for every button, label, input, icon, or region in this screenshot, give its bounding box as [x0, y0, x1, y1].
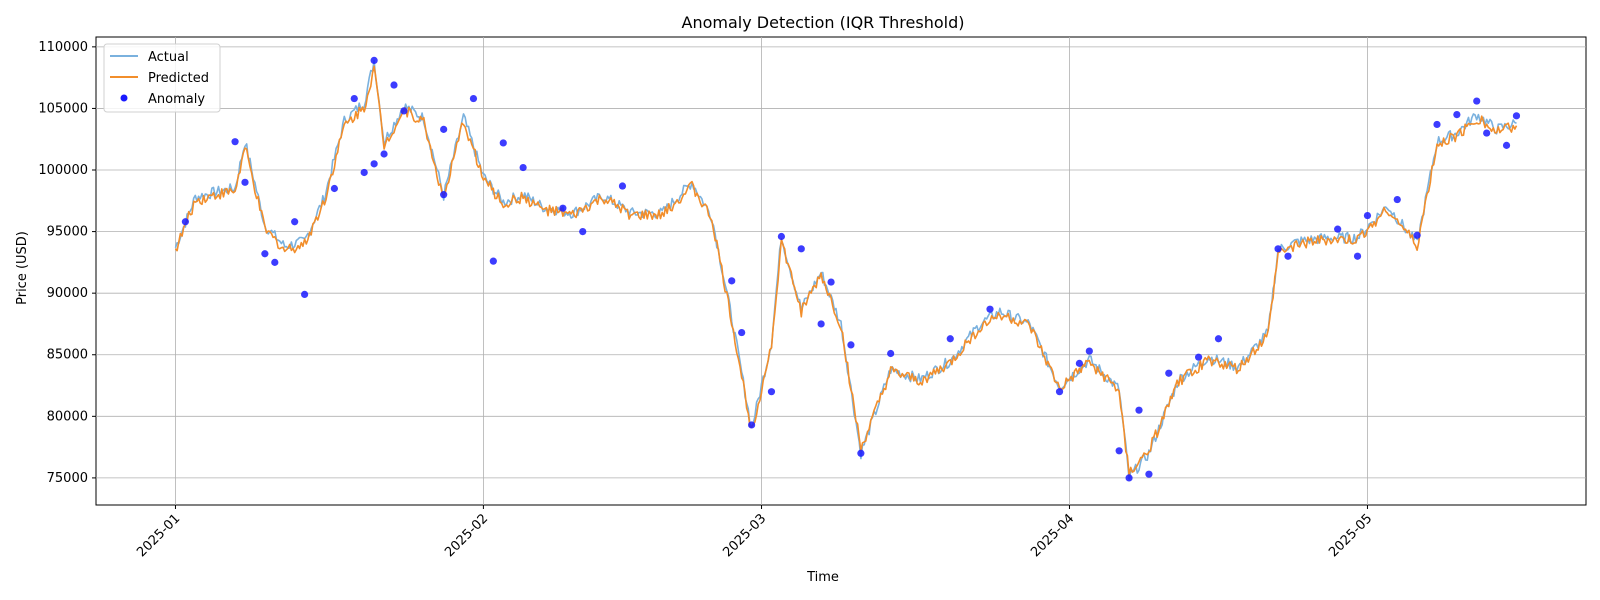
y-tick-label: 105000	[38, 101, 88, 116]
x-tick-label: 2025-03	[720, 511, 769, 560]
anomaly-point	[1502, 141, 1511, 149]
anomaly-point	[380, 150, 388, 158]
anomaly-point	[1135, 406, 1143, 414]
anomaly-point	[489, 257, 497, 265]
anomaly-point	[579, 227, 587, 236]
anomaly-point	[738, 328, 746, 337]
legend-actual-label: Actual	[148, 50, 189, 65]
anomaly-point	[857, 449, 865, 457]
anomaly-point	[777, 232, 786, 241]
anomaly-point	[1125, 474, 1133, 482]
anomaly-point	[1453, 110, 1461, 119]
chart-title: Anomaly Detection (IQR Threshold)	[682, 13, 965, 32]
legend: Actual Predicted Anomaly	[103, 43, 221, 113]
anomaly-point	[817, 320, 825, 328]
anomaly-point	[887, 349, 895, 358]
y-tick-label: 85000	[47, 348, 88, 363]
anomaly-point	[499, 139, 507, 147]
anomaly-point	[440, 125, 448, 133]
anomaly-point	[767, 388, 776, 396]
anomaly-point	[1055, 388, 1064, 396]
anomaly-point	[986, 305, 994, 313]
plot-frame	[95, 36, 1587, 506]
anomaly-point	[797, 245, 805, 253]
anomaly-point	[370, 56, 378, 64]
anomaly-point	[440, 191, 448, 199]
grid-lines	[96, 37, 1586, 505]
anomaly-point	[1165, 369, 1173, 377]
anomaly-point	[400, 107, 408, 115]
x-tick-label: 2025-01	[134, 511, 183, 560]
anomaly-point	[1085, 347, 1093, 355]
anomaly-point	[519, 163, 527, 172]
anomaly-point	[469, 94, 478, 103]
legend-anomaly-swatch	[120, 94, 128, 102]
legend-predicted-label: Predicted	[148, 71, 209, 86]
anomaly-point	[271, 258, 279, 266]
y-tick-label: 95000	[47, 225, 88, 240]
anomaly-point	[241, 178, 249, 186]
anomaly-point	[1433, 120, 1441, 129]
anomaly-point	[1075, 359, 1083, 367]
series-predicted-line	[174, 65, 1518, 477]
y-axis-label: Price (USD)	[15, 231, 30, 305]
anomaly-point	[728, 277, 736, 285]
y-tick-label: 100000	[38, 163, 88, 178]
anomaly-point	[1214, 335, 1223, 343]
anomaly-point	[181, 218, 189, 226]
anomaly-point	[231, 138, 239, 146]
legend-anomaly-label: Anomaly	[148, 92, 205, 107]
y-tick-label: 80000	[47, 409, 88, 424]
anomaly-point	[1115, 447, 1123, 455]
anomaly-point	[946, 335, 954, 343]
anomaly-point	[291, 218, 299, 226]
x-tick-label: 2025-05	[1326, 511, 1375, 560]
x-tick-label: 2025-04	[1028, 511, 1077, 560]
anomaly-point	[847, 341, 855, 349]
anomaly-point	[1473, 97, 1481, 105]
anomaly-point	[330, 184, 338, 193]
anomaly-points	[181, 56, 1521, 482]
anomaly-point	[827, 278, 835, 286]
anomaly-point	[370, 160, 378, 168]
anomaly-point	[1274, 245, 1282, 253]
y-tick-label: 110000	[38, 40, 88, 55]
y-tick-label: 90000	[47, 286, 88, 301]
anomaly-point	[301, 290, 309, 298]
anomaly-point	[559, 204, 567, 212]
anomaly-point	[261, 250, 269, 258]
anomaly-point	[1363, 211, 1372, 220]
anomaly-point	[350, 94, 358, 103]
anomaly-point	[1393, 195, 1401, 204]
y-tick-label: 75000	[47, 471, 88, 486]
anomaly-point	[390, 81, 398, 89]
anomaly-point	[1334, 225, 1342, 233]
anomaly-point	[618, 182, 627, 190]
plot-area	[95, 36, 1587, 506]
anomaly-point	[1483, 129, 1491, 137]
anomaly-point	[1145, 470, 1153, 478]
series-layer	[174, 59, 1518, 480]
x-tick-label: 2025-02	[442, 511, 491, 560]
anomaly-point	[1353, 252, 1362, 260]
legend-box	[103, 43, 221, 113]
anomaly-point	[1413, 231, 1421, 239]
x-axis-label: Time	[806, 570, 839, 585]
anomaly-point	[748, 421, 756, 429]
anomaly-point	[1284, 252, 1292, 260]
anomaly-point	[360, 168, 368, 177]
anomaly-point	[1512, 112, 1521, 120]
anomaly-point	[1195, 353, 1203, 361]
